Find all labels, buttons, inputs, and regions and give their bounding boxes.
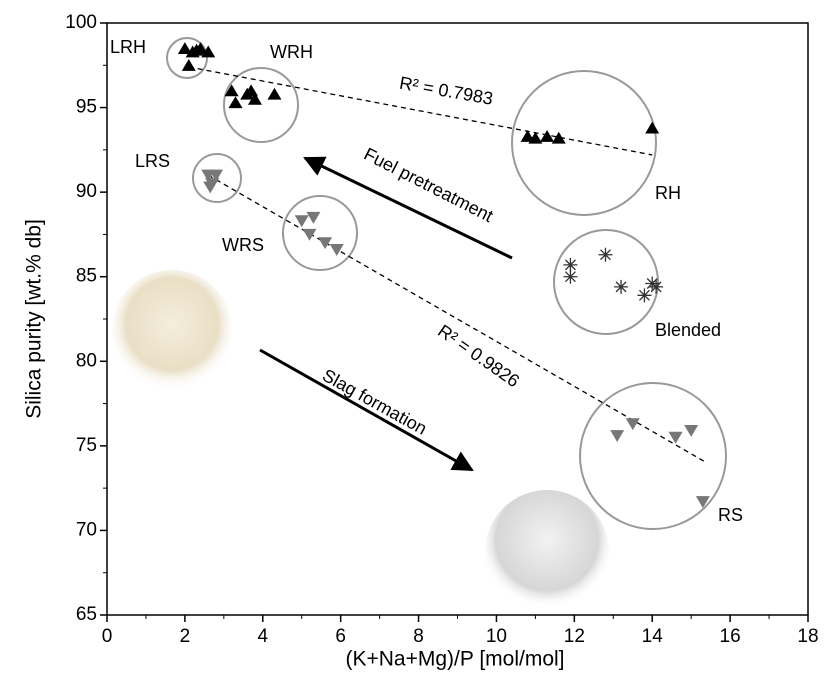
x-tick-label: 4 xyxy=(257,626,268,647)
point xyxy=(645,122,659,134)
point xyxy=(330,244,344,256)
point xyxy=(303,229,317,241)
x-tick-label: 14 xyxy=(642,626,664,647)
point xyxy=(182,59,196,71)
x-axis-title: (K+Na+Mg)/P [mol/mol] xyxy=(345,648,564,671)
y-tick-label: 85 xyxy=(76,266,97,287)
point xyxy=(203,181,217,193)
point xyxy=(637,288,651,302)
x-tick-label: 10 xyxy=(486,626,507,647)
point xyxy=(306,212,320,224)
y-tick-label: 100 xyxy=(65,12,97,33)
point xyxy=(684,425,698,437)
arrow xyxy=(260,350,472,470)
group-label: LRH xyxy=(110,37,146,57)
x-tick-label: 0 xyxy=(102,626,113,647)
group-circle xyxy=(283,196,357,270)
point xyxy=(229,96,243,108)
sample-photo xyxy=(485,490,609,614)
y-tick-label: 90 xyxy=(76,181,97,202)
point xyxy=(610,430,624,442)
point xyxy=(626,418,640,430)
x-tick-label: 16 xyxy=(720,626,741,647)
point xyxy=(318,237,332,249)
chart: Fuel pretreatment Slag formation (K+Na+M… xyxy=(0,0,824,700)
y-tick-label: 75 xyxy=(76,435,97,456)
group-label: WRH xyxy=(270,42,313,62)
point xyxy=(598,248,612,262)
y-axis-title: Silica purity [wt.% db] xyxy=(23,219,46,419)
x-tick-label: 8 xyxy=(413,626,424,647)
y-tick-label: 80 xyxy=(76,350,97,371)
annotation: Fuel pretreatment xyxy=(361,144,497,226)
y-tick-label: 70 xyxy=(76,519,97,540)
x-tick-label: 6 xyxy=(335,626,346,647)
annotation: Slag formation xyxy=(319,365,430,439)
group-circle xyxy=(554,230,658,334)
point xyxy=(614,280,628,294)
group-label: Blended xyxy=(655,320,721,340)
point xyxy=(295,215,309,227)
point xyxy=(696,496,710,508)
group-label: LRS xyxy=(135,151,170,171)
y-tick-label: 95 xyxy=(76,97,97,118)
trend-label: R² = 0.7983 xyxy=(398,73,495,109)
group-label: WRS xyxy=(222,235,264,255)
group-label: RH xyxy=(655,183,681,203)
x-tick-label: 12 xyxy=(564,626,585,647)
point xyxy=(649,280,663,294)
x-tick-label: 18 xyxy=(797,626,818,647)
group-label: RS xyxy=(718,505,743,525)
sample-photo xyxy=(112,270,232,390)
group-circle xyxy=(580,383,726,529)
trend-label: R² = 0.9826 xyxy=(434,321,523,392)
point xyxy=(563,270,577,284)
point xyxy=(267,88,281,100)
y-tick-label: 65 xyxy=(76,604,97,625)
x-tick-label: 2 xyxy=(180,626,191,647)
